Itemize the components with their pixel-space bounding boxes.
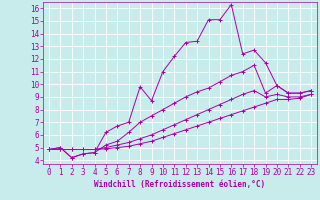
X-axis label: Windchill (Refroidissement éolien,°C): Windchill (Refroidissement éolien,°C) <box>94 180 266 189</box>
